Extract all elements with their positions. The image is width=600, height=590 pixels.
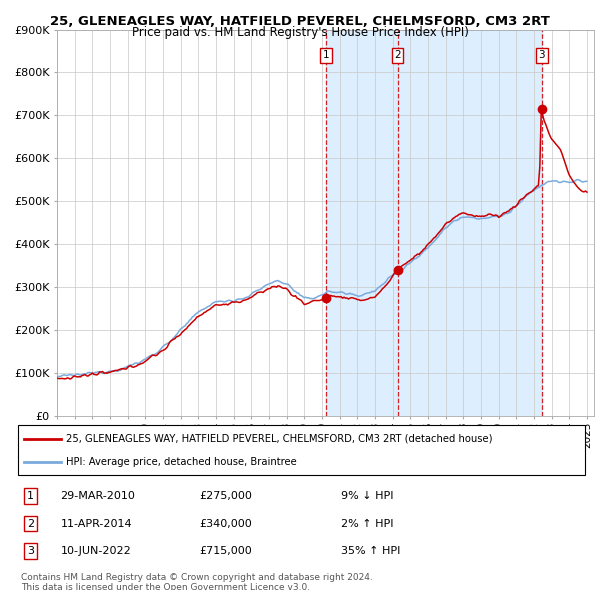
Text: HPI: Average price, detached house, Braintree: HPI: Average price, detached house, Brai… — [66, 457, 297, 467]
Text: 1: 1 — [27, 491, 34, 502]
Text: 2: 2 — [27, 519, 34, 529]
Text: 2% ↑ HPI: 2% ↑ HPI — [341, 519, 394, 529]
Text: 9% ↓ HPI: 9% ↓ HPI — [341, 491, 394, 502]
Text: 11-APR-2014: 11-APR-2014 — [61, 519, 132, 529]
Text: 29-MAR-2010: 29-MAR-2010 — [61, 491, 136, 502]
Bar — [326, 30, 542, 416]
Text: £275,000: £275,000 — [199, 491, 253, 502]
Text: 3: 3 — [538, 50, 545, 60]
Text: 25, GLENEAGLES WAY, HATFIELD PEVEREL, CHELMSFORD, CM3 2RT: 25, GLENEAGLES WAY, HATFIELD PEVEREL, CH… — [50, 15, 550, 28]
Text: 10-JUN-2022: 10-JUN-2022 — [61, 546, 131, 556]
Text: This data is licensed under the Open Government Licence v3.0.: This data is licensed under the Open Gov… — [21, 583, 310, 590]
Text: 2: 2 — [394, 50, 401, 60]
Text: 35% ↑ HPI: 35% ↑ HPI — [341, 546, 401, 556]
Text: Price paid vs. HM Land Registry's House Price Index (HPI): Price paid vs. HM Land Registry's House … — [131, 26, 469, 39]
Text: Contains HM Land Registry data © Crown copyright and database right 2024.: Contains HM Land Registry data © Crown c… — [21, 573, 373, 582]
Text: 3: 3 — [27, 546, 34, 556]
Text: £340,000: £340,000 — [199, 519, 252, 529]
Text: £715,000: £715,000 — [199, 546, 252, 556]
Text: 25, GLENEAGLES WAY, HATFIELD PEVEREL, CHELMSFORD, CM3 2RT (detached house): 25, GLENEAGLES WAY, HATFIELD PEVEREL, CH… — [66, 434, 493, 444]
Text: 1: 1 — [323, 50, 329, 60]
